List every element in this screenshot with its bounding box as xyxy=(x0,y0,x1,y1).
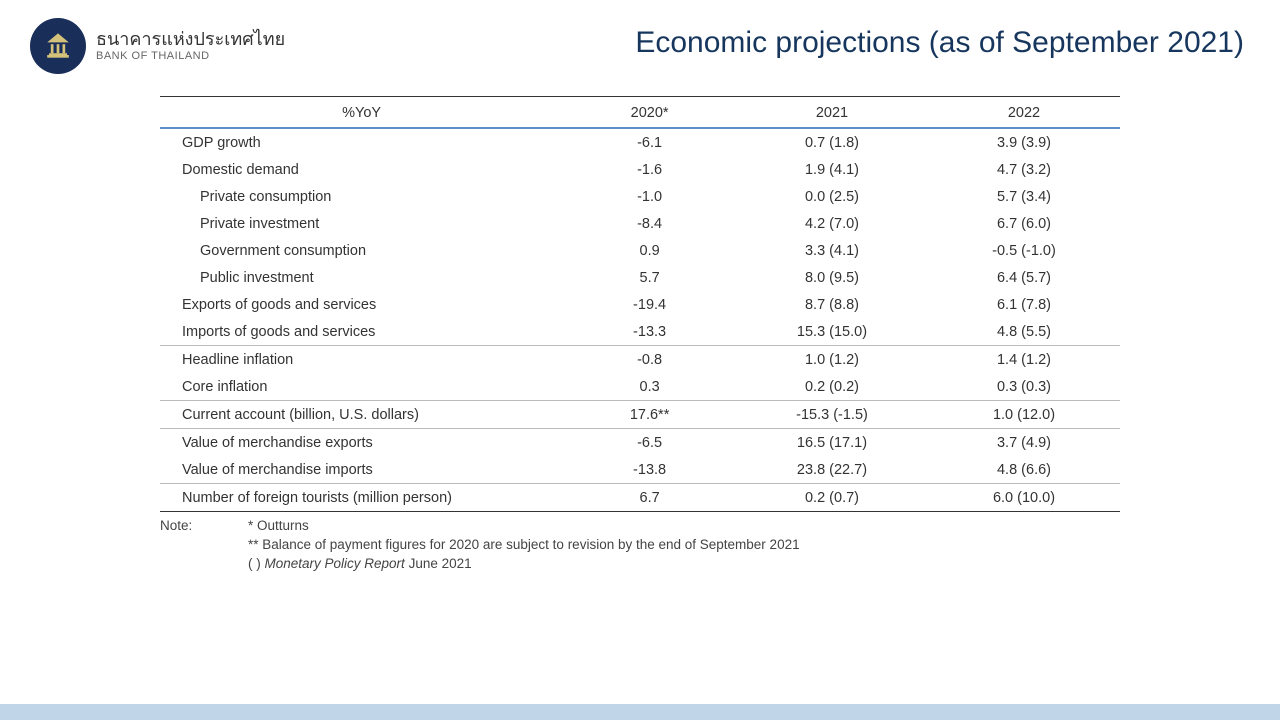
table-row: Exports of goods and services-19.48.7 (8… xyxy=(160,291,1120,318)
cell-label: Private investment xyxy=(160,210,563,237)
notes: Note: * Outturns ** Balance of payment f… xyxy=(160,518,1120,575)
note-label: Note: xyxy=(160,518,220,575)
projections-table-container: %YoY 2020* 2021 2022 GDP growth-6.10.7 (… xyxy=(160,96,1120,512)
logo-block: ธนาคารแห่งประเทศไทย BANK OF THAILAND xyxy=(30,18,285,74)
cell-value: -1.6 xyxy=(563,156,736,183)
cell-value: 0.2 (0.7) xyxy=(736,484,928,512)
cell-value: -8.4 xyxy=(563,210,736,237)
table-row: Government consumption0.93.3 (4.1)-0.5 (… xyxy=(160,237,1120,264)
cell-value: 16.5 (17.1) xyxy=(736,429,928,457)
cell-value: 5.7 xyxy=(563,264,736,291)
cell-label: Imports of goods and services xyxy=(160,318,563,346)
cell-value: 6.7 xyxy=(563,484,736,512)
bank-name: ธนาคารแห่งประเทศไทย BANK OF THAILAND xyxy=(96,30,285,62)
cell-value: 0.0 (2.5) xyxy=(736,183,928,210)
cell-value: 23.8 (22.7) xyxy=(736,456,928,484)
cell-value: 1.9 (4.1) xyxy=(736,156,928,183)
cell-value: 6.0 (10.0) xyxy=(928,484,1120,512)
cell-label: GDP growth xyxy=(160,128,563,156)
cell-value: 17.6** xyxy=(563,401,736,429)
cell-value: 1.0 (12.0) xyxy=(928,401,1120,429)
cell-value: 4.8 (6.6) xyxy=(928,456,1120,484)
cell-label: Public investment xyxy=(160,264,563,291)
cell-value: 6.4 (5.7) xyxy=(928,264,1120,291)
table-row: GDP growth-6.10.7 (1.8)3.9 (3.9) xyxy=(160,128,1120,156)
cell-value: 3.3 (4.1) xyxy=(736,237,928,264)
table-header-row: %YoY 2020* 2021 2022 xyxy=(160,97,1120,129)
bank-name-english: BANK OF THAILAND xyxy=(96,50,285,62)
cell-label: Current account (billion, U.S. dollars) xyxy=(160,401,563,429)
col-header-2021: 2021 xyxy=(736,97,928,129)
note-italic: Monetary Policy Report xyxy=(265,556,405,571)
cell-value: 15.3 (15.0) xyxy=(736,318,928,346)
cell-value: -0.5 (-1.0) xyxy=(928,237,1120,264)
table-row: Value of merchandise exports-6.516.5 (17… xyxy=(160,429,1120,457)
col-header-2020: 2020* xyxy=(563,97,736,129)
cell-value: 0.3 xyxy=(563,373,736,401)
cell-value: 3.7 (4.9) xyxy=(928,429,1120,457)
cell-value: -0.8 xyxy=(563,346,736,374)
cell-value: 0.2 (0.2) xyxy=(736,373,928,401)
note-lines: * Outturns ** Balance of payment figures… xyxy=(248,518,800,575)
cell-value: 8.0 (9.5) xyxy=(736,264,928,291)
cell-label: Domestic demand xyxy=(160,156,563,183)
cell-value: 6.1 (7.8) xyxy=(928,291,1120,318)
footer-accent-bar xyxy=(0,704,1280,720)
cell-label: Exports of goods and services xyxy=(160,291,563,318)
table-row: Current account (billion, U.S. dollars)1… xyxy=(160,401,1120,429)
cell-label: Headline inflation xyxy=(160,346,563,374)
table-row: Number of foreign tourists (million pers… xyxy=(160,484,1120,512)
bank-name-thai: ธนาคารแห่งประเทศไทย xyxy=(96,30,285,50)
cell-value: 6.7 (6.0) xyxy=(928,210,1120,237)
note-line: * Outturns xyxy=(248,518,800,533)
col-header-2022: 2022 xyxy=(928,97,1120,129)
cell-value: 0.9 xyxy=(563,237,736,264)
table-body: GDP growth-6.10.7 (1.8)3.9 (3.9)Domestic… xyxy=(160,128,1120,512)
cell-value: -1.0 xyxy=(563,183,736,210)
cell-value: 4.7 (3.2) xyxy=(928,156,1120,183)
table-row: Private consumption-1.00.0 (2.5)5.7 (3.4… xyxy=(160,183,1120,210)
projections-table: %YoY 2020* 2021 2022 GDP growth-6.10.7 (… xyxy=(160,96,1120,512)
cell-value: 3.9 (3.9) xyxy=(928,128,1120,156)
table-row: Value of merchandise imports-13.823.8 (2… xyxy=(160,456,1120,484)
cell-label: Number of foreign tourists (million pers… xyxy=(160,484,563,512)
cell-value: -13.8 xyxy=(563,456,736,484)
cell-value: -13.3 xyxy=(563,318,736,346)
col-header-metric: %YoY xyxy=(160,97,563,129)
cell-value: 8.7 (8.8) xyxy=(736,291,928,318)
header: ธนาคารแห่งประเทศไทย BANK OF THAILAND Eco… xyxy=(0,0,1280,74)
cell-label: Government consumption xyxy=(160,237,563,264)
cell-value: -15.3 (-1.5) xyxy=(736,401,928,429)
cell-value: 0.3 (0.3) xyxy=(928,373,1120,401)
cell-value: 4.2 (7.0) xyxy=(736,210,928,237)
bank-logo-icon xyxy=(30,18,86,74)
cell-label: Value of merchandise imports xyxy=(160,456,563,484)
table-row: Core inflation0.30.2 (0.2)0.3 (0.3) xyxy=(160,373,1120,401)
table-row: Public investment5.78.0 (9.5)6.4 (5.7) xyxy=(160,264,1120,291)
cell-value: 4.8 (5.5) xyxy=(928,318,1120,346)
cell-value: -6.5 xyxy=(563,429,736,457)
cell-value: 0.7 (1.8) xyxy=(736,128,928,156)
cell-value: -19.4 xyxy=(563,291,736,318)
cell-value: 1.4 (1.2) xyxy=(928,346,1120,374)
cell-value: -6.1 xyxy=(563,128,736,156)
table-row: Headline inflation-0.81.0 (1.2)1.4 (1.2) xyxy=(160,346,1120,374)
table-row: Imports of goods and services-13.315.3 (… xyxy=(160,318,1120,346)
page-title: Economic projections (as of September 20… xyxy=(635,18,1250,60)
cell-label: Core inflation xyxy=(160,373,563,401)
cell-value: 5.7 (3.4) xyxy=(928,183,1120,210)
table-row: Domestic demand-1.61.9 (4.1)4.7 (3.2) xyxy=(160,156,1120,183)
note-line: ( ) Monetary Policy Report June 2021 xyxy=(248,556,800,571)
cell-label: Value of merchandise exports xyxy=(160,429,563,457)
note-line: ** Balance of payment figures for 2020 a… xyxy=(248,537,800,552)
cell-label: Private consumption xyxy=(160,183,563,210)
cell-value: 1.0 (1.2) xyxy=(736,346,928,374)
table-row: Private investment-8.44.2 (7.0)6.7 (6.0) xyxy=(160,210,1120,237)
